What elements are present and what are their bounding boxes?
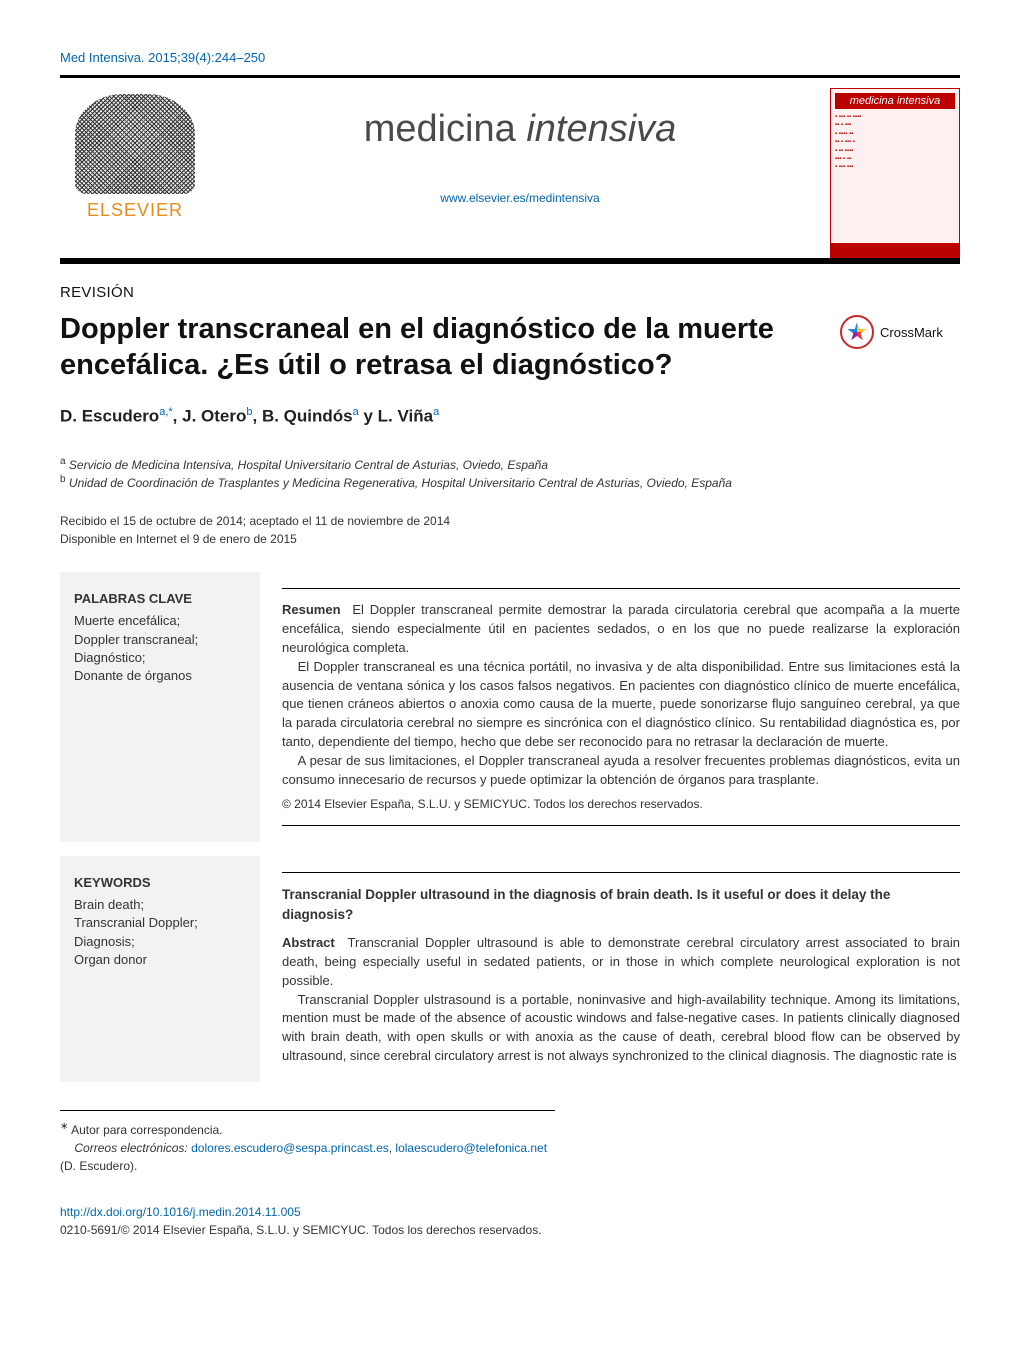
author-1: D. Escudero: [60, 406, 159, 425]
aff-sup-a: a: [60, 456, 66, 467]
journal-url[interactable]: www.elsevier.es/medintensiva: [230, 191, 810, 205]
crossmark-label: CrossMark: [880, 325, 943, 340]
abstract-es-label: Resumen: [282, 602, 341, 617]
abstract-es-p1: El Doppler transcraneal permite demostra…: [282, 602, 960, 655]
corr-label: Autor para correspondencia.: [71, 1123, 222, 1137]
corr-email-1[interactable]: dolores.escudero@sespa.princast.es: [191, 1141, 389, 1155]
footer-block: http://dx.doi.org/10.1016/j.medin.2014.1…: [60, 1203, 960, 1239]
abstract-en-p1: Transcranial Doppler ultrasound is able …: [282, 935, 960, 988]
abstract-en-title: Transcranial Doppler ultrasound in the d…: [282, 885, 960, 924]
keywords-en-list: Brain death; Transcranial Doppler; Diagn…: [74, 896, 246, 969]
author-3: B. Quindós: [262, 406, 353, 425]
affiliation-b: b Unidad de Coordinación de Trasplantes …: [60, 474, 960, 490]
keywords-en: KEYWORDS Brain death; Transcranial Doppl…: [60, 856, 260, 1082]
crossmark-icon: [840, 315, 874, 349]
keywords-es-head: PALABRAS CLAVE: [74, 590, 246, 608]
author-2: J. Otero: [182, 406, 246, 425]
corr-emails-label: Correos electrónicos:: [74, 1141, 187, 1155]
author-1-aff: a,*: [159, 406, 172, 418]
article-type: REVISIÓN: [60, 284, 960, 301]
author-2-aff: b: [246, 406, 252, 418]
author-list: D. Escuderoa,*, J. Oterob, B. Quindósa y…: [60, 406, 960, 427]
author-and: y: [359, 406, 378, 425]
aff-sup-b: b: [60, 474, 66, 485]
cover-thumb-title: medicina intensiva: [835, 93, 955, 109]
author-4: L. Viña: [378, 406, 433, 425]
crossmark-star-icon: [847, 322, 867, 342]
aff-text-a: Servicio de Medicina Intensiva, Hospital…: [69, 458, 548, 472]
keywords-es: PALABRAS CLAVE Muerte encefálica; Dopple…: [60, 572, 260, 842]
journal-title-block: medicina intensiva www.elsevier.es/medin…: [230, 88, 810, 205]
journal-cover-thumbnail: medicina intensiva ▪ ▪▪▪ ▪▪ ▪▪▪▪▪▪ ▪ ▪▪▪…: [830, 88, 960, 258]
keywords-en-head: KEYWORDS: [74, 874, 246, 892]
corr-name: (D. Escudero).: [60, 1159, 137, 1173]
publisher-logo: ELSEVIER: [60, 88, 210, 227]
online-date: Disponible en Internet el 9 de enero de …: [60, 530, 960, 548]
abstract-en-p2: Transcranial Doppler ulstrasound is a po…: [282, 991, 960, 1066]
aff-text-b: Unidad de Coordinación de Trasplantes y …: [69, 476, 732, 490]
rule-top: [282, 588, 960, 589]
cover-footer-bar: [831, 243, 959, 257]
author-4-aff: a: [433, 406, 439, 418]
received-date: Recibido el 15 de octubre de 2014; acept…: [60, 512, 960, 530]
doi-link[interactable]: http://dx.doi.org/10.1016/j.medin.2014.1…: [60, 1205, 301, 1219]
article-dates: Recibido el 15 de octubre de 2014; acept…: [60, 512, 960, 548]
article-title: Doppler transcraneal en el diagnóstico d…: [60, 311, 820, 384]
abstract-en-label: Abstract: [282, 935, 335, 950]
abstract-row-en: KEYWORDS Brain death; Transcranial Doppl…: [60, 856, 960, 1082]
elsevier-tree-icon: [75, 94, 195, 194]
affiliation-a: a Servicio de Medicina Intensiva, Hospit…: [60, 456, 960, 472]
publisher-name: ELSEVIER: [60, 200, 210, 221]
abstract-es-p3: A pesar de sus limitaciones, el Doppler …: [282, 752, 960, 790]
issn-copyright: 0210-5691/© 2014 Elsevier España, S.L.U.…: [60, 1221, 960, 1239]
abstract-es: Resumen El Doppler transcraneal permite …: [260, 572, 960, 842]
abstract-es-p2: El Doppler transcraneal es una técnica p…: [282, 658, 960, 752]
copyright-es: © 2014 Elsevier España, S.L.U. y SEMICYU…: [282, 796, 960, 813]
crossmark-badge[interactable]: CrossMark: [840, 315, 960, 349]
abstract-row-es: PALABRAS CLAVE Muerte encefálica; Dopple…: [60, 572, 960, 842]
corresponding-author: ∗ Autor para correspondencia. Correos el…: [60, 1110, 555, 1175]
journal-title: medicina intensiva: [230, 108, 810, 151]
cover-lines: ▪ ▪▪▪ ▪▪ ▪▪▪▪▪▪ ▪ ▪▪▪▪ ▪▪▪▪ ▪▪▪▪ ▪ ▪▪▪ ▪…: [835, 113, 955, 172]
journal-header: ELSEVIER medicina intensiva www.elsevier…: [60, 75, 960, 264]
journal-title-italic: intensiva: [526, 108, 676, 150]
affiliations: a Servicio de Medicina Intensiva, Hospit…: [60, 456, 960, 490]
corr-star: ∗: [60, 1121, 68, 1132]
journal-title-plain: medicina: [364, 108, 527, 150]
keywords-es-list: Muerte encefálica; Doppler transcraneal;…: [74, 612, 246, 685]
abstract-en: Transcranial Doppler ultrasound in the d…: [260, 856, 960, 1082]
rule-bottom: [282, 825, 960, 826]
citation: Med Intensiva. 2015;39(4):244–250: [60, 50, 960, 65]
rule-top-en: [282, 872, 960, 873]
corr-email-2[interactable]: lolaescudero@telefonica.net: [395, 1141, 547, 1155]
